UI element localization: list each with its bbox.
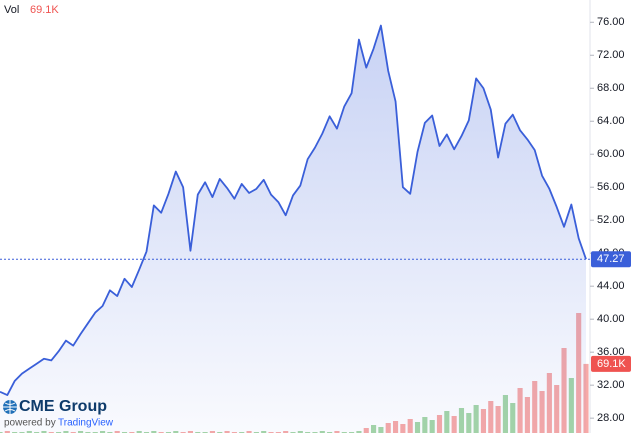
powered-by: powered by [4,418,56,429]
y-tick-label: 72.00 [597,49,625,61]
volume-badge-label: 69.1K [597,358,626,370]
volume-value: 69.1K [30,4,59,16]
y-tick-label: 40.00 [597,313,625,325]
logo-globe-lines [3,400,17,414]
y-tick-label: 68.00 [597,82,625,94]
last-price-label: 47.27 [597,253,625,265]
platform-name: TradingView [58,418,114,429]
y-tick-label: 76.00 [597,16,625,28]
y-tick-label: 60.00 [597,148,625,160]
price-line [0,24,587,396]
volume-title: Vol [4,4,19,16]
y-tick-label: 56.00 [597,181,625,193]
y-tick-label: 32.00 [597,379,625,391]
logo-text: CME Group [19,398,107,415]
volume-badge [591,355,631,372]
last-price-badge [591,251,631,268]
branding: CME Group powered by TradingView [3,398,114,429]
y-tick-label: 36.00 [597,346,625,358]
plot-area [0,24,589,433]
y-tick-label: 52.00 [597,214,625,226]
price-area [0,25,586,433]
y-tick-label: 44.00 [597,280,625,292]
y-tick-label: 64.00 [597,115,625,127]
y-tick-label: 28.00 [597,412,625,424]
